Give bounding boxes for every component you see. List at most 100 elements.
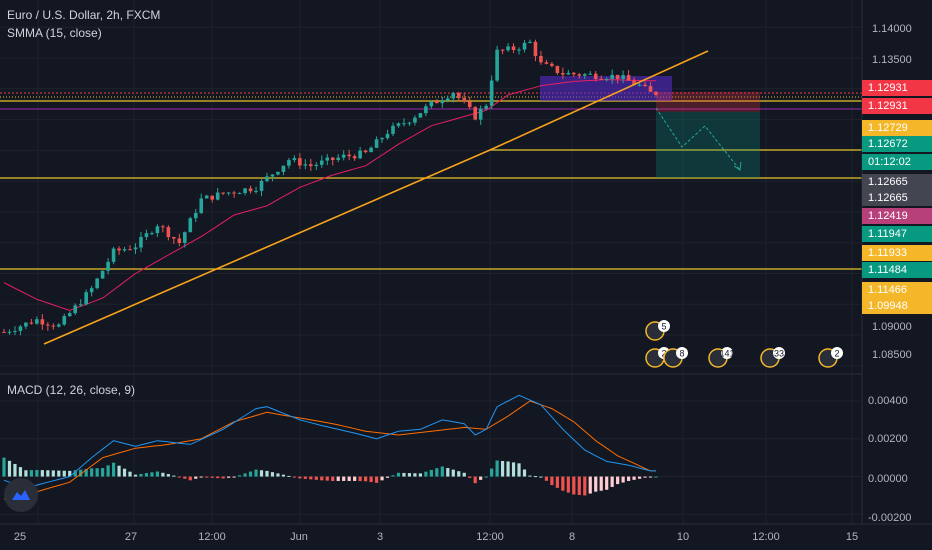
candle-body bbox=[13, 330, 17, 332]
price-axis-label[interactable]: 1.12931 bbox=[862, 80, 932, 96]
candle-body bbox=[73, 305, 78, 314]
candle-body bbox=[287, 160, 291, 166]
candle-body bbox=[303, 164, 308, 166]
macd-histogram-bar bbox=[248, 471, 253, 477]
trendline[interactable] bbox=[43, 50, 709, 345]
price-axis-label[interactable]: 1.12729 bbox=[862, 120, 932, 136]
macd-histogram-bar bbox=[90, 468, 94, 477]
macd-histogram-bar bbox=[35, 469, 39, 477]
macd-histogram-bar bbox=[24, 470, 28, 477]
macd-histogram-bar bbox=[440, 466, 444, 477]
macd-histogram-bar bbox=[539, 476, 543, 478]
macd-line bbox=[3, 394, 656, 489]
candle-body bbox=[632, 80, 636, 85]
tradingview-logo-icon[interactable] bbox=[4, 478, 38, 512]
macd-histogram-bar bbox=[254, 469, 258, 477]
candle-body bbox=[259, 180, 264, 191]
time-tick: 12:00 bbox=[752, 531, 780, 543]
macd-histogram-bar bbox=[533, 476, 538, 478]
candle-body bbox=[462, 98, 467, 102]
candle-body bbox=[51, 325, 56, 327]
candle-body bbox=[380, 138, 384, 140]
macd-histogram-bar bbox=[265, 470, 269, 477]
candle-body bbox=[648, 86, 653, 92]
price-axis-label[interactable]: 1.12931 bbox=[862, 98, 932, 114]
smma-legend[interactable]: SMMA (15, close) bbox=[7, 26, 102, 40]
arrow-head-icon bbox=[733, 161, 742, 171]
candle-body bbox=[199, 198, 204, 213]
candle-body bbox=[561, 72, 565, 75]
candle-body bbox=[610, 74, 614, 79]
macd-histogram-bar bbox=[139, 473, 143, 477]
macd-histogram-bar bbox=[281, 474, 286, 477]
candle-body bbox=[215, 192, 220, 200]
event-count: 2 bbox=[661, 349, 666, 359]
macd-histogram-bar bbox=[2, 457, 6, 477]
macd-histogram-bar bbox=[79, 469, 83, 477]
candle-body bbox=[188, 218, 193, 233]
candle-body bbox=[139, 236, 143, 248]
candle-body bbox=[95, 278, 99, 289]
macd-histogram-bar bbox=[122, 468, 127, 477]
candle-body bbox=[582, 74, 587, 76]
price-axis-label[interactable]: 1.11947 bbox=[862, 226, 932, 242]
candle-body bbox=[369, 147, 373, 153]
macd-histogram-bar bbox=[287, 475, 291, 477]
candle-body bbox=[391, 125, 395, 134]
macd-legend[interactable]: MACD (12, 26, close, 9) bbox=[7, 383, 136, 397]
candle-body bbox=[511, 46, 516, 50]
projection-arrows[interactable] bbox=[655, 107, 742, 171]
macd-histogram-bar bbox=[183, 476, 187, 479]
macd-histogram-bar bbox=[13, 463, 17, 477]
event-count: 141 bbox=[719, 349, 734, 359]
macd-histogram-bar bbox=[210, 476, 214, 478]
event-count: 8 bbox=[679, 349, 684, 359]
price-tick: 1.14000 bbox=[872, 23, 912, 35]
price-axis-label[interactable]: 1.12665 bbox=[862, 190, 932, 206]
candle-body bbox=[363, 150, 368, 153]
price-axis-label[interactable]: 1.12665 bbox=[862, 174, 932, 190]
macd-histogram-bar bbox=[358, 476, 362, 482]
price-axis-label[interactable]: 1.12419 bbox=[862, 208, 932, 224]
macd-histogram-bar bbox=[566, 476, 570, 493]
macd-histogram-bar bbox=[144, 473, 149, 477]
candle-body bbox=[210, 195, 215, 200]
macd-histogram-bar bbox=[555, 476, 559, 488]
symbol-legend[interactable]: Euro / U.S. Dollar, 2h, FXCM bbox=[7, 8, 161, 22]
price-axis-label[interactable]: 01:12:02 bbox=[862, 154, 932, 170]
candle-body bbox=[292, 158, 297, 161]
economic-events[interactable]: 5 2 8 141 33 2 bbox=[645, 320, 843, 368]
macd-histogram-bar bbox=[616, 476, 620, 485]
macd-histogram bbox=[2, 457, 658, 496]
macd-histogram-bar bbox=[396, 472, 401, 477]
candle-body bbox=[500, 49, 505, 51]
price-axis-label[interactable]: 1.11484 bbox=[862, 262, 932, 278]
macd-histogram-bar bbox=[621, 476, 625, 483]
macd-histogram-bar bbox=[637, 476, 642, 479]
candle-body bbox=[418, 113, 423, 118]
macd-histogram-bar bbox=[336, 476, 340, 481]
macd-histogram-bar bbox=[544, 476, 549, 481]
price-axis-label[interactable]: 1.09948 bbox=[862, 298, 932, 314]
macd-histogram-bar bbox=[594, 476, 598, 492]
candle-body bbox=[341, 154, 346, 158]
macd-histogram-bar bbox=[243, 473, 247, 477]
macd-histogram-bar bbox=[227, 476, 231, 478]
uptrend-line bbox=[43, 149, 491, 345]
candle-body bbox=[626, 75, 631, 81]
price-tick: 1.09000 bbox=[872, 321, 912, 333]
price-axis-label[interactable]: 1.11933 bbox=[862, 245, 932, 261]
candle-body bbox=[7, 331, 12, 333]
macd-histogram-bar bbox=[424, 471, 428, 477]
macd-histogram-bar bbox=[232, 476, 236, 478]
candle-body bbox=[566, 72, 571, 75]
price-axis-label[interactable]: 1.12672 bbox=[862, 136, 932, 152]
macd-histogram-bar bbox=[429, 469, 433, 477]
macd-histogram-bar bbox=[490, 468, 494, 477]
macd-histogram-bar bbox=[188, 476, 192, 481]
macd-histogram-bar bbox=[479, 476, 483, 480]
macd-histogram-bar bbox=[303, 476, 307, 479]
price-axis-label[interactable]: 1.11466 bbox=[862, 282, 932, 298]
macd-histogram-bar bbox=[522, 469, 527, 477]
